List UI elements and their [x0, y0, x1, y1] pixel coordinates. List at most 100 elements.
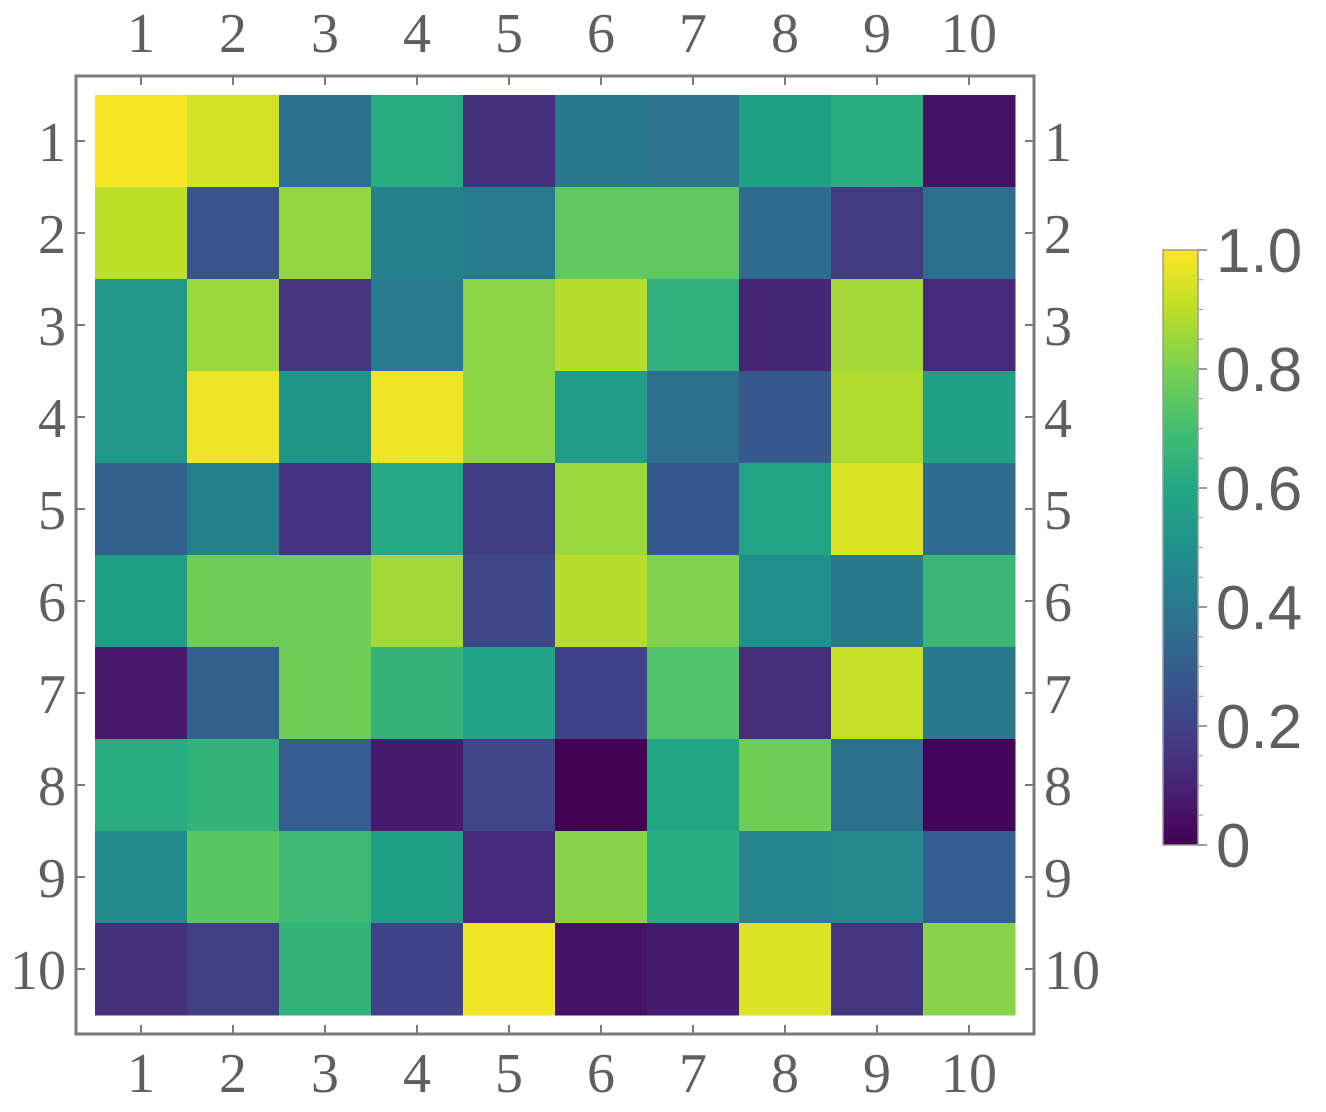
heatmap-cell-r8-c6: [555, 739, 648, 832]
heatmap-cell-r4-c10: [923, 371, 1016, 464]
y-tick-label-left: 8: [38, 756, 66, 818]
heatmap-cell-r8-c2: [187, 739, 280, 832]
heatmap-cell-r6-c8: [739, 555, 832, 648]
x-tick-label-bottom: 10: [941, 1043, 997, 1105]
heatmap-cell-r1-c6: [555, 95, 648, 188]
heatmap-cell-r3-c2: [187, 279, 280, 372]
heatmap-cell-r4-c3: [279, 371, 372, 464]
heatmap-cell-r1-c2: [187, 95, 280, 188]
heatmap-cell-r2-c4: [371, 187, 464, 280]
colorbar-tick-label: 0.8: [1216, 336, 1302, 405]
heatmap-cell-r2-c6: [555, 187, 648, 280]
heatmap-cell-r1-c10: [923, 95, 1016, 188]
heatmap-cell-r8-c3: [279, 739, 372, 832]
heatmap-cell-r3-c4: [371, 279, 464, 372]
heatmap-cell-r3-c1: [95, 279, 188, 372]
heatmap-cell-r2-c3: [279, 187, 372, 280]
heatmap-cell-r4-c4: [371, 371, 464, 464]
heatmap-cell-r10-c4: [371, 923, 464, 1016]
heatmap-cell-r10-c8: [739, 923, 832, 1016]
heatmap-cell-r3-c10: [923, 279, 1016, 372]
heatmap-cell-r7-c9: [831, 647, 924, 740]
colorbar-gradient: [1162, 249, 1199, 846]
heatmap-cell-r5-c9: [831, 463, 924, 556]
y-tick-label-left: 10: [10, 940, 66, 1002]
heatmap-cell-r9-c4: [371, 831, 464, 924]
heatmap-cell-r1-c5: [463, 95, 556, 188]
y-tick-label-right: 5: [1044, 480, 1072, 542]
colorbar: 0 0.2 0.4 0.6 0.8 1.0: [1162, 217, 1302, 881]
heatmap-cell-r4-c9: [831, 371, 924, 464]
heatmap-cell-r6-c2: [187, 555, 280, 648]
x-tick-label-top: 10: [941, 3, 997, 65]
heatmap-cell-r6-c3: [279, 555, 372, 648]
heatmap-cell-r2-c5: [463, 187, 556, 280]
heatmap-cell-r2-c2: [187, 187, 280, 280]
heatmap-cell-r4-c2: [187, 371, 280, 464]
heatmap-cell-r1-c1: [95, 95, 188, 188]
heatmap-cell-r2-c9: [831, 187, 924, 280]
heatmap-cell-r4-c6: [555, 371, 648, 464]
heatmap-cell-r5-c4: [371, 463, 464, 556]
heatmap-cell-r2-c8: [739, 187, 832, 280]
heatmap-cell-r10-c3: [279, 923, 372, 1016]
heatmap-cell-r7-c2: [187, 647, 280, 740]
heatmap-cell-r1-c7: [647, 95, 740, 188]
heatmap-cell-r7-c8: [739, 647, 832, 740]
heatmap-cell-r8-c1: [95, 739, 188, 832]
heatmap-cell-r3-c8: [739, 279, 832, 372]
x-tick-label-bottom: 9: [863, 1043, 891, 1105]
heatmap-cell-r9-c1: [95, 831, 188, 924]
x-tick-label-top: 1: [127, 3, 155, 65]
heatmap-cell-r5-c6: [555, 463, 648, 556]
heatmap-cell-r2-c1: [95, 187, 188, 280]
x-tick-label-bottom: 4: [403, 1043, 431, 1105]
y-tick-label-left: 1: [38, 112, 66, 174]
x-tick-label-bottom: 3: [311, 1043, 339, 1105]
heatmap-cell-r4-c1: [95, 371, 188, 464]
heatmap-cell-r9-c2: [187, 831, 280, 924]
heatmap-cell-r5-c2: [187, 463, 280, 556]
y-tick-label-right: 6: [1044, 572, 1072, 634]
heatmap-cell-r6-c5: [463, 555, 556, 648]
heatmap-cell-r10-c2: [187, 923, 280, 1016]
heatmap-cells: [95, 95, 1016, 1016]
y-tick-label-left: 7: [38, 664, 66, 726]
y-tick-label-right: 3: [1044, 296, 1072, 358]
y-tick-label-left: 4: [38, 388, 66, 450]
y-tick-label-right: 10: [1044, 940, 1100, 1002]
x-tick-label-top: 8: [771, 3, 799, 65]
heatmap-cell-r6-c7: [647, 555, 740, 648]
heatmap-cell-r10-c10: [923, 923, 1016, 1016]
heatmap-cell-r10-c9: [831, 923, 924, 1016]
heatmap-cell-r1-c8: [739, 95, 832, 188]
y-tick-label-right: 9: [1044, 848, 1072, 910]
y-tick-label-right: 8: [1044, 756, 1072, 818]
heatmap-cell-r8-c8: [739, 739, 832, 832]
x-tick-label-top: 5: [495, 3, 523, 65]
colorbar-tick-label: 0: [1216, 812, 1250, 881]
plot-frame: [74, 74, 1036, 1036]
heatmap-cell-r3-c6: [555, 279, 648, 372]
axis-ticks: [76, 76, 1034, 1034]
heatmap-cell-r9-c9: [831, 831, 924, 924]
heatmap-cell-r4-c8: [739, 371, 832, 464]
heatmap-cell-r1-c3: [279, 95, 372, 188]
x-tick-label-top: 4: [403, 3, 431, 65]
heatmap-cell-r5-c5: [463, 463, 556, 556]
heatmap-cell-r3-c5: [463, 279, 556, 372]
x-tick-label-bottom: 6: [587, 1043, 615, 1105]
heatmap-cell-r7-c5: [463, 647, 556, 740]
heatmap-cell-r2-c10: [923, 187, 1016, 280]
y-tick-label-right: 2: [1044, 204, 1072, 266]
heatmap-cell-r8-c9: [831, 739, 924, 832]
heatmap-cell-r9-c10: [923, 831, 1016, 924]
x-tick-label-bottom: 5: [495, 1043, 523, 1105]
heatmap-cell-r5-c10: [923, 463, 1016, 556]
x-tick-label-bottom: 7: [679, 1043, 707, 1105]
heatmap-cell-r9-c8: [739, 831, 832, 924]
y-tick-label-right: 4: [1044, 388, 1072, 450]
colorbar-tick-label: 0.2: [1216, 693, 1302, 762]
heatmap-cell-r10-c5: [463, 923, 556, 1016]
